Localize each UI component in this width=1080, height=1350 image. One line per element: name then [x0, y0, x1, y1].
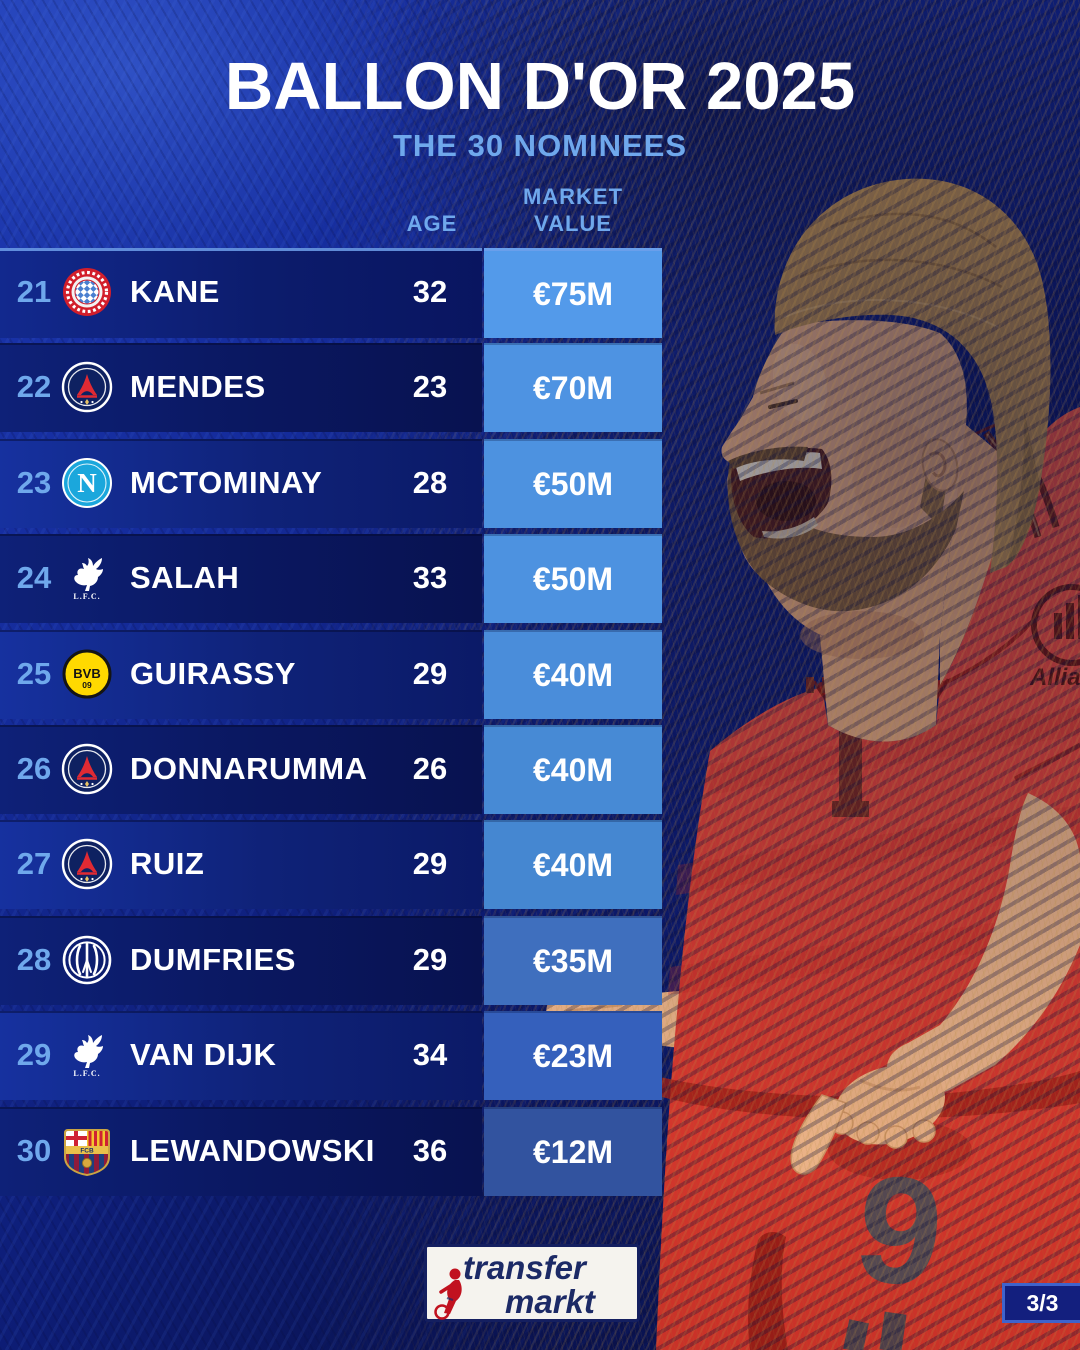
market-value: €40M	[484, 630, 662, 719]
player-age: 28	[412, 464, 448, 500]
market-value-header-line2: VALUE	[534, 211, 612, 236]
market-value: €40M	[484, 725, 662, 814]
market-value: €75M	[484, 248, 662, 338]
svg-text:09: 09	[82, 680, 92, 690]
club-logo-barcelona: FCB	[60, 1124, 114, 1178]
player-name: VAN DIJK	[130, 1036, 277, 1072]
column-header-market-value: MARKET VALUE	[498, 183, 648, 237]
rank-label: 24	[16, 559, 52, 595]
club-logo-liverpool: L.F.C.	[60, 551, 114, 605]
player-name: LEWANDOWSKI	[130, 1132, 375, 1168]
table-row: 29 L.F.C. VAN DIJK 34 €23M	[0, 1011, 662, 1100]
player-age: 26	[412, 750, 448, 786]
rank-label: 25	[16, 655, 52, 691]
player-name: GUIRASSY	[130, 655, 296, 691]
player-age: 29	[412, 845, 448, 881]
club-logo-bvb: BVB 09	[60, 647, 114, 701]
club-logo-liverpool: L.F.C.	[60, 1028, 114, 1082]
club-logo-psg	[60, 360, 114, 414]
player-name: MCTOMINAY	[130, 464, 323, 500]
table-row: 21 KANE 32 €75M	[0, 248, 662, 338]
table-row: 25 BVB 09 GUIRASSY 29 €40M	[0, 630, 662, 719]
svg-text:BVB: BVB	[73, 666, 100, 681]
page-subtitle: THE 30 NOMINEES	[392, 128, 688, 163]
club-logo-psg	[60, 837, 114, 891]
rank-label: 28	[16, 941, 52, 977]
club-logo-psg	[60, 742, 114, 796]
page-indicator-badge: 3/3	[1002, 1283, 1080, 1323]
transfermarkt-player-icon	[434, 1268, 462, 1320]
rank-label: 26	[16, 750, 52, 786]
svg-text:N: N	[77, 468, 97, 498]
club-logo-inter	[60, 933, 114, 987]
transfermarkt-logo: transfer markt	[424, 1244, 640, 1322]
player-age: 23	[412, 368, 448, 404]
player-age: 34	[412, 1036, 448, 1072]
club-logo-bayern	[60, 265, 114, 319]
transfermarkt-logo-text-top: transfer	[463, 1249, 586, 1286]
market-value: €23M	[484, 1011, 662, 1100]
player-age: 36	[412, 1132, 448, 1168]
player-age: 32	[412, 273, 448, 309]
rank-label: 21	[16, 273, 52, 309]
svg-text:FCB: FCB	[80, 1148, 94, 1155]
market-value: €35M	[484, 916, 662, 1005]
player-name: MENDES	[130, 368, 266, 404]
table-row: 23 N MCTOMINAY 28 €50M	[0, 439, 662, 528]
table-row: 22 MENDES 23 €70M	[0, 343, 662, 432]
player-name: KANE	[130, 273, 220, 309]
rank-label: 30	[16, 1132, 52, 1168]
table-row: 28 DUMFRIES 29 €35M	[0, 916, 662, 1005]
rank-label: 22	[16, 368, 52, 404]
market-value: €12M	[484, 1107, 662, 1196]
market-value: €50M	[484, 439, 662, 528]
player-name: RUIZ	[130, 845, 205, 881]
rank-label: 27	[16, 845, 52, 881]
table-row: 26 DONNARUMMA 26 €40M	[0, 725, 662, 814]
rank-label: 29	[16, 1036, 52, 1072]
page-title: BALLON D'OR 2025	[224, 49, 856, 124]
transfermarkt-logo-text-bottom: markt	[505, 1283, 595, 1320]
market-value-header-line1: MARKET	[522, 184, 624, 209]
player-age: 33	[412, 559, 448, 595]
player-name: DONNARUMMA	[130, 750, 368, 786]
table-row: 30 FCB LEWANDOWSKI 36	[0, 1107, 662, 1196]
market-value: €50M	[484, 534, 662, 623]
svg-text:Allia: Allia	[1029, 664, 1080, 691]
player-age: 29	[412, 941, 448, 977]
svg-text:L.F.C.: L.F.C.	[73, 1069, 100, 1078]
player-name: SALAH	[130, 559, 240, 595]
rank-label: 23	[16, 464, 52, 500]
column-header-age: AGE	[406, 211, 458, 236]
svg-text:L.F.C.: L.F.C.	[73, 592, 100, 601]
club-logo-napoli: N	[60, 456, 114, 510]
nominees-table: 21 KANE 32 €75M 22 MENDES 23 €	[0, 248, 662, 1208]
table-row: 24 L.F.C. SALAH 33 €50M	[0, 534, 662, 623]
player-age: 29	[412, 655, 448, 691]
table-row: 27 RUIZ 29 €40M	[0, 820, 662, 909]
market-value: €40M	[484, 820, 662, 909]
player-name: DUMFRIES	[130, 941, 296, 977]
market-value: €70M	[484, 343, 662, 432]
